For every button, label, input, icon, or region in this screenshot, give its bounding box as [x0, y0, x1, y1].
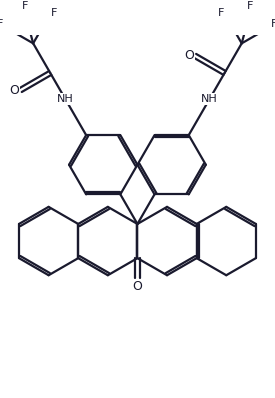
Text: F: F [218, 8, 224, 18]
Text: O: O [184, 49, 194, 62]
Text: NH: NH [57, 94, 74, 104]
Text: F: F [247, 1, 253, 11]
Text: O: O [9, 84, 19, 97]
Text: F: F [21, 1, 28, 11]
Text: O: O [133, 279, 142, 293]
Text: F: F [0, 20, 4, 29]
Text: F: F [51, 8, 57, 18]
Text: NH: NH [201, 94, 218, 104]
Text: F: F [271, 20, 275, 29]
